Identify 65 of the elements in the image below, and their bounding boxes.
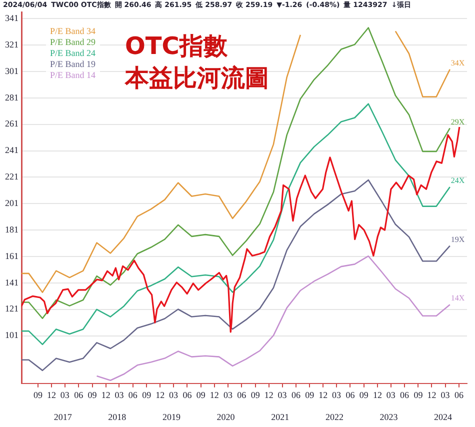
y-tick-label: 161 (5, 250, 18, 261)
y-tick-label: 181 (5, 224, 18, 234)
text: P/E Band 19 (50, 59, 96, 70)
y-tick-label: 121 (5, 304, 18, 314)
x2-tick-label: 2017 (54, 412, 72, 422)
text: P/E Band 29 (50, 37, 96, 48)
x-tick-label: 09 (250, 390, 260, 400)
x-tick-label: 06 (346, 390, 356, 400)
x2-tick-label: 2019 (162, 412, 181, 422)
y-tick-label: 301 (5, 66, 18, 76)
x-tick-label: 03 (440, 390, 450, 400)
y-tick-label: 101 (5, 330, 18, 340)
annotation: 29X (450, 117, 465, 126)
y-tick-label: 221 (5, 172, 18, 182)
x-tick-label: 03 (60, 390, 70, 400)
text: OTC指數 (125, 31, 228, 62)
x-tick-label: 12 (210, 390, 219, 400)
x2-tick-label: 2024 (434, 412, 453, 422)
annotation: 19X (450, 234, 465, 244)
text: P/E Band 24 (50, 48, 96, 59)
x2-tick-label: 2022 (325, 412, 344, 422)
x2-tick-label: 2018 (108, 412, 127, 422)
x-tick-label: 09 (88, 390, 98, 400)
x-tick-label: 06 (74, 390, 84, 400)
x-tick-label: 06 (237, 390, 247, 400)
x-tick-label: 12 (47, 390, 56, 400)
x-tick-label: 09 (305, 390, 315, 400)
x-tick-label: 09 (142, 390, 152, 400)
x2-tick-label: 2021 (271, 412, 290, 422)
x-tick-label: 06 (128, 390, 138, 400)
x-tick-label: 03 (278, 390, 288, 400)
x-tick-label: 12 (264, 390, 274, 400)
y-tick-label: 241 (5, 145, 18, 156)
text: 本益比河流圖 (125, 63, 269, 94)
x-tick-label: 12 (101, 390, 110, 400)
annotation: 24X (450, 176, 465, 186)
x-tick-label: 03 (169, 390, 179, 400)
x-tick-label: 03 (223, 390, 233, 400)
x-tick-label: 09 (34, 390, 44, 400)
x2-tick-label: 2020 (216, 412, 236, 422)
x-tick-label: 12 (318, 390, 328, 400)
y-tick-label: 321 (5, 39, 18, 50)
x-tick-label: 09 (414, 390, 424, 400)
x-tick-label: 06 (400, 390, 410, 400)
annotation: 14X (450, 294, 465, 303)
x-tick-label: 03 (386, 390, 396, 400)
y-tick-label: 341 (5, 12, 18, 23)
annotation: 34X (450, 58, 465, 68)
y-tick-label: 201 (5, 198, 18, 208)
y-tick-label: 261 (5, 118, 18, 129)
x-tick-label: 06 (291, 390, 301, 400)
x-tick-label: 06 (182, 390, 192, 400)
x-tick-label: 12 (372, 390, 382, 400)
y-tick-label: 141 (5, 277, 18, 288)
x-tick-label: 03 (114, 390, 124, 400)
x-tick-label: 12 (427, 390, 436, 400)
x-tick-label: 06 (454, 390, 464, 400)
x-tick-label: 12 (156, 390, 165, 400)
y-tick-label: 281 (5, 92, 18, 102)
x-tick-label: 09 (196, 390, 206, 400)
x-tick-label: 09 (359, 390, 369, 400)
text: P/E Band 34 (50, 26, 96, 37)
x2-tick-label: 2023 (380, 412, 398, 422)
x-tick-label: 03 (332, 390, 342, 400)
text: P/E Band 14 (50, 70, 96, 81)
